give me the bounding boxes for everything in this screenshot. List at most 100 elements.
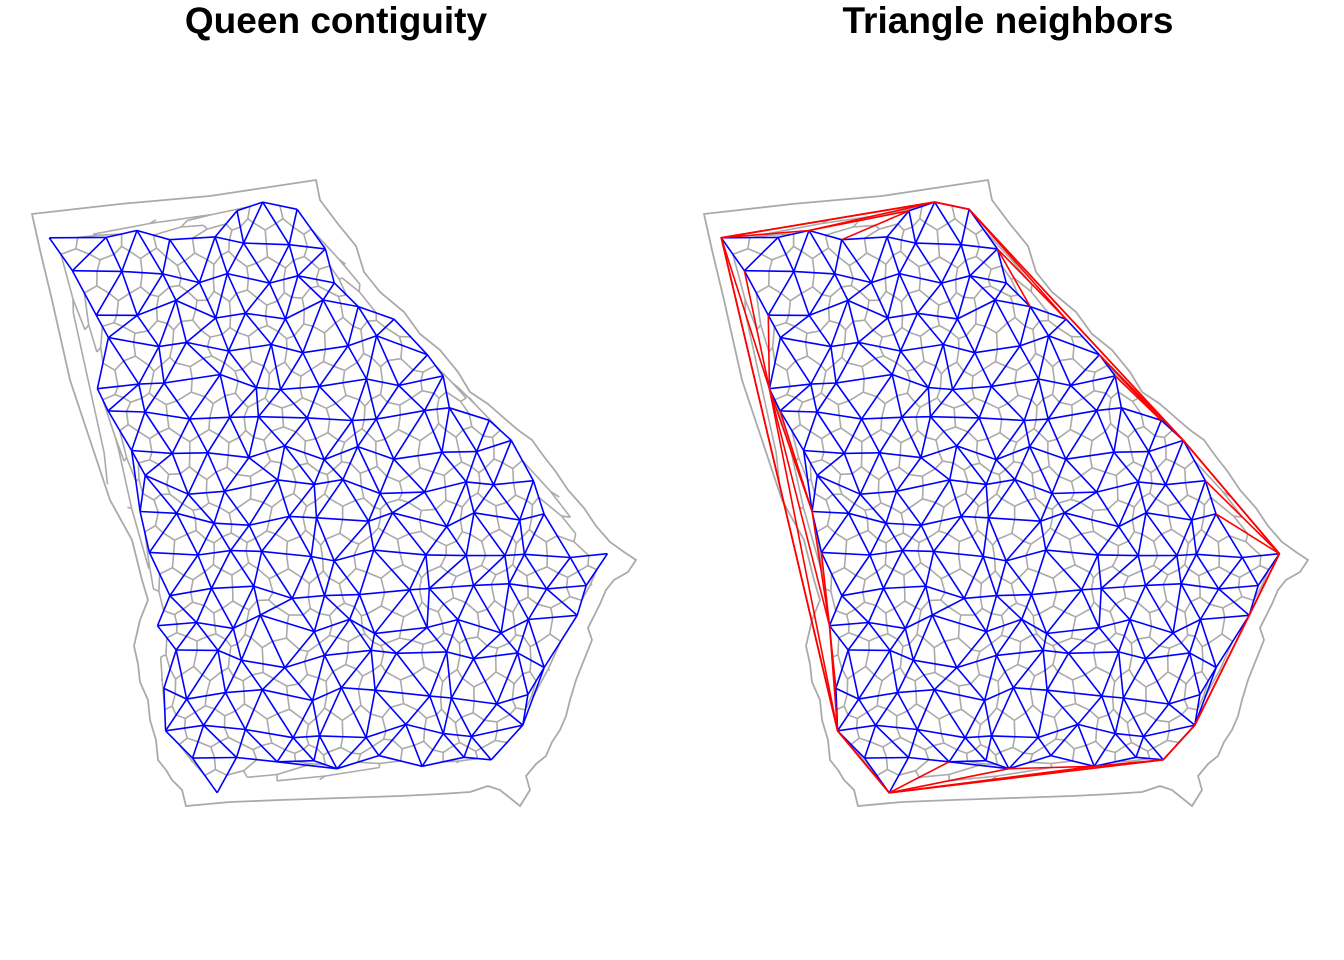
county-border — [204, 695, 207, 706]
county-border — [155, 296, 160, 309]
triangle-shared-link — [889, 650, 899, 693]
triangle-shared-link — [1097, 526, 1120, 556]
county-border — [940, 506, 945, 521]
county-border — [936, 397, 943, 404]
queen-neighbor-link — [527, 619, 545, 668]
county-border — [887, 768, 900, 776]
triangle-shared-link — [956, 654, 997, 669]
county-border — [421, 389, 434, 394]
county-border — [864, 571, 878, 581]
county-border — [876, 695, 879, 706]
queen-neighbor-link — [280, 385, 320, 391]
county-border — [421, 601, 429, 609]
county-border — [918, 537, 928, 544]
county-border — [355, 668, 364, 677]
triangle-only-link — [889, 767, 1010, 794]
county-border — [558, 572, 569, 579]
county-border — [502, 461, 514, 470]
county-border — [512, 468, 515, 483]
queen-neighbor-link — [248, 479, 279, 526]
queen-neighbor-link — [105, 229, 138, 239]
county-border — [846, 361, 863, 368]
county-border — [1090, 519, 1095, 532]
county-border — [264, 305, 268, 317]
county-border — [480, 739, 496, 749]
county-border — [528, 516, 533, 530]
county-border — [252, 749, 258, 760]
county-border — [328, 606, 338, 617]
queen-neighbor-link — [284, 318, 304, 354]
county-border — [96, 259, 101, 272]
county-border — [329, 634, 338, 639]
queen-neighbor-link — [315, 479, 344, 519]
county-border — [399, 637, 412, 642]
county-border — [1044, 641, 1054, 647]
county-border — [230, 643, 238, 648]
queen-neighbor-link — [323, 595, 351, 620]
county-border — [1071, 748, 1076, 762]
county-border — [481, 533, 490, 542]
county-border — [436, 632, 445, 641]
county-border — [528, 528, 535, 535]
queen-neighbor-link — [333, 560, 361, 596]
county-border — [900, 507, 910, 514]
county-border — [1180, 634, 1189, 644]
county-border — [1237, 577, 1241, 588]
county-border — [900, 436, 912, 444]
queen-neighbor-link — [451, 697, 497, 705]
county-border — [342, 370, 346, 383]
county-border — [569, 595, 582, 602]
triangle-shared-link — [810, 346, 832, 385]
queen-neighbor-link — [333, 549, 375, 562]
county-border — [1033, 626, 1038, 635]
county-border — [830, 427, 842, 434]
county-border — [967, 431, 978, 442]
triangle-shared-link — [1031, 589, 1082, 596]
triangle-shared-link — [871, 272, 900, 284]
triangle-shared-link — [1101, 695, 1117, 734]
triangle-shared-link — [1176, 519, 1193, 556]
county-border — [218, 434, 230, 444]
county-border — [467, 746, 476, 752]
queen-neighbor-link — [405, 695, 431, 725]
queen-neighbor-link — [311, 555, 335, 562]
county-border — [921, 485, 924, 499]
queen-neighbor-link — [442, 697, 453, 734]
county-border — [423, 638, 438, 645]
triangle-shared-link — [834, 273, 872, 284]
county-border — [826, 525, 836, 534]
queen-neighbor-link — [148, 512, 178, 553]
county-border — [813, 392, 822, 399]
county-border — [134, 330, 149, 334]
queen-neighbor-link — [322, 299, 349, 347]
triangle-shared-link — [969, 275, 1007, 284]
county-border — [484, 671, 497, 683]
triangle-shared-link — [899, 272, 942, 284]
county-border — [455, 429, 464, 438]
county-border — [511, 683, 515, 700]
triangle-shared-link — [1122, 658, 1147, 699]
county-border — [400, 616, 405, 631]
queen-neighbor-link — [336, 736, 367, 770]
queen-neighbor-link — [268, 282, 287, 320]
county-border — [460, 397, 467, 403]
county-border — [547, 668, 551, 671]
county-border — [850, 284, 861, 293]
triangle-shared-link — [885, 522, 922, 526]
triangle-shared-link — [1117, 619, 1131, 653]
county-border — [1069, 533, 1082, 541]
county-border — [192, 571, 206, 581]
county-border — [287, 568, 303, 579]
county-border — [258, 324, 268, 330]
queen-neighbor-link — [409, 587, 430, 591]
triangle-shared-link — [902, 549, 934, 553]
county-border — [1166, 730, 1170, 741]
county-border — [1053, 717, 1059, 732]
county-border — [1185, 543, 1190, 556]
county-border — [461, 712, 474, 719]
county-border — [253, 436, 265, 441]
triangle-shared-link — [960, 483, 987, 517]
county-border — [895, 362, 908, 372]
county-border — [1198, 499, 1205, 506]
county-border — [209, 670, 223, 682]
